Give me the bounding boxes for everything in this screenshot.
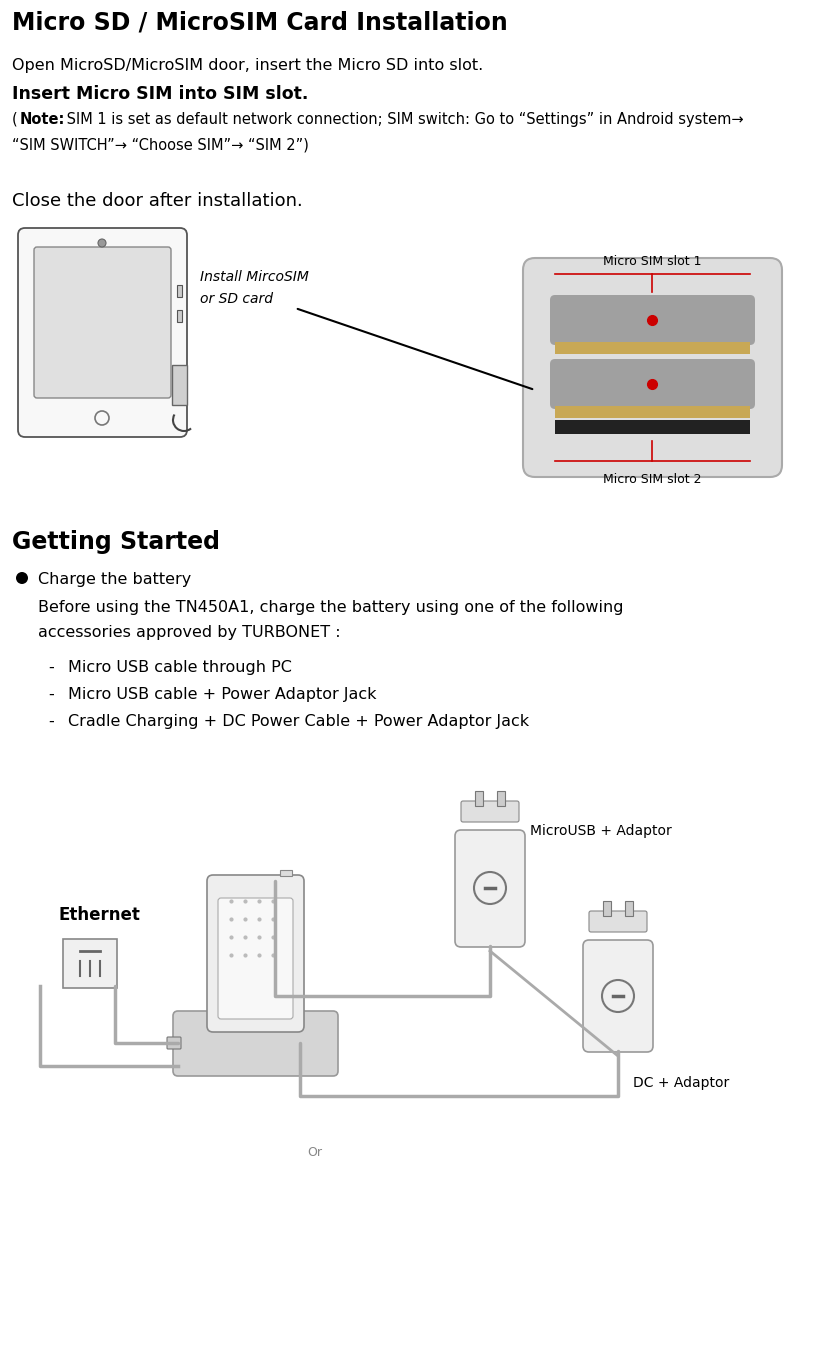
Text: Install MircoSIM: Install MircoSIM	[200, 270, 309, 284]
Bar	[177, 310, 182, 322]
Text: MicroUSB + Adaptor: MicroUSB + Adaptor	[530, 825, 672, 838]
Text: Charge the battery: Charge the battery	[38, 572, 191, 587]
FancyBboxPatch shape	[589, 911, 647, 932]
Bar	[177, 285, 182, 296]
Text: -: -	[48, 713, 54, 729]
Circle shape	[16, 572, 28, 584]
FancyBboxPatch shape	[461, 801, 519, 822]
Text: “SIM SWITCH”→ “Choose SIM”→ “SIM 2”): “SIM SWITCH”→ “Choose SIM”→ “SIM 2”)	[12, 139, 309, 154]
FancyBboxPatch shape	[63, 938, 117, 988]
Bar	[172, 365, 187, 405]
Text: Close the door after installation.: Close the door after installation.	[12, 192, 303, 210]
Text: Or: Or	[308, 1146, 322, 1159]
FancyBboxPatch shape	[207, 875, 304, 1032]
FancyBboxPatch shape	[173, 1011, 338, 1076]
FancyBboxPatch shape	[550, 359, 755, 409]
Bar	[603, 901, 611, 916]
FancyBboxPatch shape	[583, 940, 653, 1052]
Text: Micro SIM slot 1: Micro SIM slot 1	[602, 255, 701, 268]
Bar	[475, 792, 483, 805]
Text: -: -	[48, 660, 54, 675]
Text: Before using the TN450A1, charge the battery using one of the following: Before using the TN450A1, charge the bat…	[38, 600, 623, 615]
Text: Open MicroSD/MicroSIM door, insert the Micro SD into slot.: Open MicroSD/MicroSIM door, insert the M…	[12, 58, 483, 73]
Text: Micro USB cable + Power Adaptor Jack: Micro USB cable + Power Adaptor Jack	[68, 687, 377, 702]
Bar	[555, 420, 750, 434]
Text: Micro SIM slot 2: Micro SIM slot 2	[602, 473, 701, 486]
Text: Micro SD / MicroSIM Card Installation: Micro SD / MicroSIM Card Installation	[12, 10, 508, 34]
FancyBboxPatch shape	[218, 899, 293, 1019]
Text: Insert Micro SIM into SIM slot.: Insert Micro SIM into SIM slot.	[12, 85, 309, 103]
Text: -: -	[48, 687, 54, 702]
FancyBboxPatch shape	[455, 830, 525, 947]
FancyBboxPatch shape	[34, 247, 171, 398]
FancyBboxPatch shape	[167, 1037, 181, 1050]
Text: Cradle Charging + DC Power Cable + Power Adaptor Jack: Cradle Charging + DC Power Cable + Power…	[68, 713, 529, 729]
FancyBboxPatch shape	[18, 228, 187, 438]
Text: Ethernet: Ethernet	[58, 906, 140, 923]
FancyBboxPatch shape	[523, 258, 782, 477]
Text: Getting Started: Getting Started	[12, 530, 220, 554]
Text: or SD card: or SD card	[200, 292, 273, 306]
Bar	[625, 901, 633, 916]
Circle shape	[98, 239, 106, 247]
Text: Micro USB cable through PC: Micro USB cable through PC	[68, 660, 292, 675]
Text: DC + Adaptor: DC + Adaptor	[633, 1076, 729, 1089]
Bar	[555, 342, 750, 354]
Text: accessories approved by TURBONET :: accessories approved by TURBONET :	[38, 626, 341, 639]
Bar	[555, 406, 750, 418]
Bar	[497, 792, 505, 805]
Text: Note:: Note:	[20, 113, 65, 128]
Bar	[280, 870, 292, 875]
Text: (: (	[12, 113, 18, 128]
Text: SIM 1 is set as default network connection; SIM switch: Go to “Settings” in Andr: SIM 1 is set as default network connecti…	[62, 113, 743, 128]
FancyBboxPatch shape	[550, 295, 755, 344]
